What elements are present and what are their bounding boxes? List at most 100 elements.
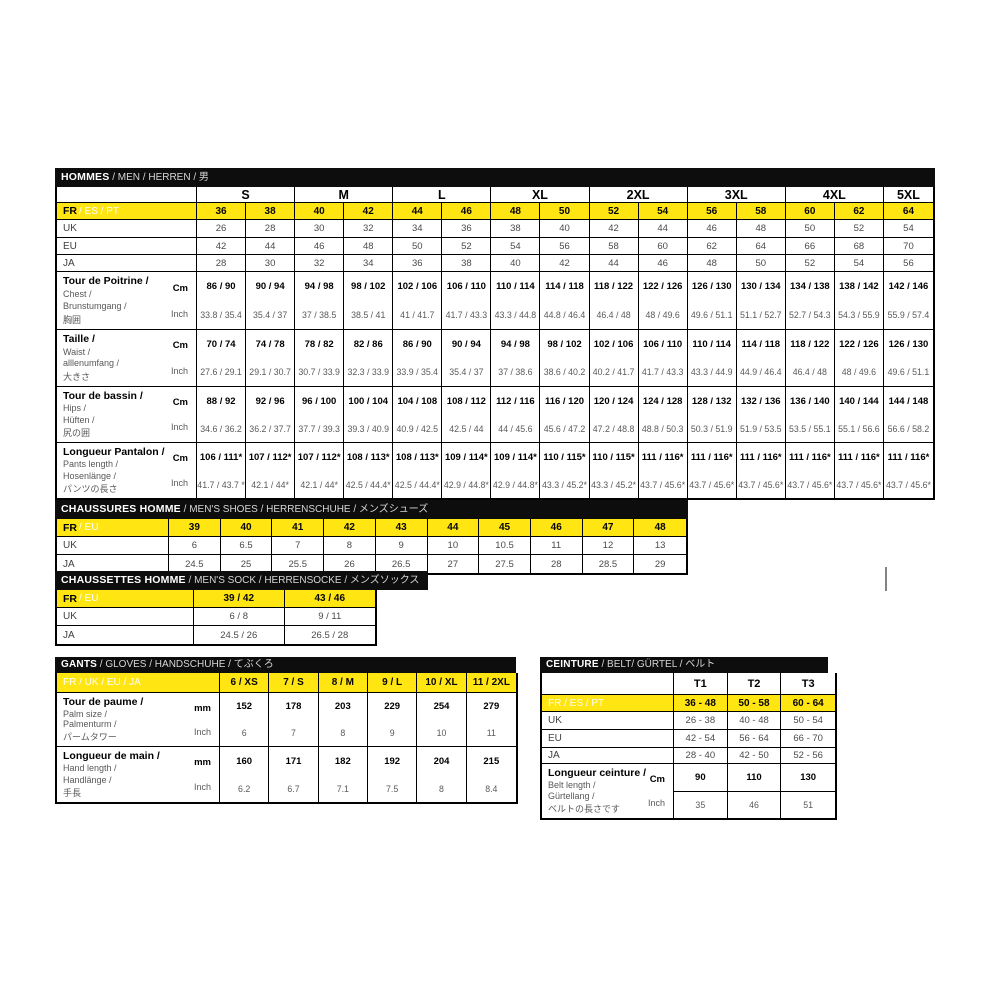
table-cell: 24.5 <box>169 555 221 573</box>
table-cell: 60 - 64 <box>781 695 835 711</box>
table-cell: 120 / 124 47.2 / 48.8 <box>590 387 639 442</box>
gloves-table-title: GANTS / GLOVES / HANDSCHUHE / てぶくろ <box>55 657 516 673</box>
table-cell: 46 <box>688 220 737 237</box>
table-cell: 28 - 40 <box>674 748 728 763</box>
table-cell: 106 / 110 41.7 / 43.3 <box>442 272 492 329</box>
table-cell: 56 <box>687 203 737 219</box>
table-cell: 56 <box>903 257 914 269</box>
table-cell: 130 51 <box>781 764 835 818</box>
ja-shoe-row: JA 24.5 25 25.5 26 26.5 27 27.5 28 28.5 29 <box>57 555 686 573</box>
cm-unit-label: Cm <box>172 340 188 352</box>
socks-table-body: FR / EU 39 / 42 43 / 46 UK 6 / 8 9 / 11 JA… <box>55 590 377 646</box>
table-cell: 66 - 70 <box>793 733 823 744</box>
size-group-xl: XL <box>491 187 590 202</box>
fr-eu-label: FR / EU <box>57 519 169 536</box>
table-cell: 36 - 48 <box>674 695 728 711</box>
table-cell: 28 <box>531 555 583 573</box>
socks-table-title: CHAUSSETTES HOMME / MEN'S SOCK / HERRENS… <box>55 571 428 590</box>
table-cell: 86 / 90 33.9 / 35.4 <box>393 330 443 386</box>
size-group-m: M <box>295 187 394 202</box>
belt-size-header-row: T1 T2 T3 <box>542 673 835 695</box>
ja-belt-row: JA 28 - 40 42 - 50 52 - 56 <box>542 748 835 764</box>
table-cell: 54 <box>491 238 541 254</box>
table-cell: 52 <box>442 238 492 254</box>
table-cell: 171 6.7 <box>269 747 319 802</box>
title-text-bold: HOMMES <box>61 171 110 183</box>
table-cell: 42 <box>540 255 590 271</box>
table-cell: 134 / 138 52.7 / 54.3 <box>786 272 835 329</box>
table-cell: 215 8.4 <box>483 755 500 794</box>
table-cell: 41 <box>272 519 325 536</box>
ja-row-label: JA <box>542 748 674 763</box>
belt-size-t2: T2 <box>728 673 782 694</box>
table-cell: 50 <box>540 203 590 219</box>
table-cell: 112 / 116 44 / 45.6 <box>491 387 541 442</box>
table-cell: 54 <box>903 223 914 234</box>
table-cell: 9 / L <box>367 673 418 692</box>
table-cell: 60 <box>639 238 688 254</box>
waist-measure-row: Taille / Waist / alllenumfang / 大きさ Cm I… <box>57 330 933 387</box>
table-cell: 44 <box>590 255 639 271</box>
table-cell: 78 / 82 30.7 / 33.9 <box>295 330 345 386</box>
table-cell: 68 <box>835 238 884 254</box>
table-cell: 10.5 <box>479 537 531 554</box>
table-cell: 40 <box>540 220 590 237</box>
uk-row-label: UK <box>57 537 169 554</box>
palm-size-row: Tour de paume / Palm size / Palmenturm /… <box>57 693 516 747</box>
fr-uk-eu-ja-label: FR / UK / EU / JA <box>57 673 220 692</box>
fr-es-pt-label: FR / ES / PT <box>57 203 197 219</box>
size-group-3xl: 3XL <box>688 187 786 202</box>
table-cell: 279 11 <box>483 701 500 738</box>
table-cell: 90 / 94 35.4 / 37 <box>246 272 296 329</box>
table-cell: 6.5 <box>221 537 273 554</box>
inch-unit-label: Inch <box>193 726 211 737</box>
table-cell: 43 <box>375 519 428 536</box>
pants-length-row-label: Longueur Pantalon / Pants length / Hosen… <box>57 443 197 498</box>
table-cell: 130 / 134 51.1 / 52.7 <box>737 272 786 329</box>
table-cell: 32 <box>344 220 394 237</box>
table-cell: 94 / 98 37 / 38.5 <box>295 272 345 329</box>
table-cell: 39 <box>169 519 221 536</box>
table-cell: 36 <box>197 203 247 219</box>
inch-unit-label: Inch <box>193 782 211 792</box>
table-cell: 108 / 112 42.5 / 44 <box>442 387 492 442</box>
eu-row-label: EU <box>542 730 674 747</box>
table-cell: 111 / 116* 43.7 / 45.6* <box>737 443 786 498</box>
table-cell: 74 / 78 29.1 / 30.7 <box>246 330 296 386</box>
table-cell: 40 <box>220 519 273 536</box>
table-cell: 27.5 <box>479 555 531 573</box>
table-cell: 90 / 94 35.4 / 37 <box>442 330 492 386</box>
inch-unit-label: Inch <box>170 478 188 488</box>
table-cell: 11 / 2XL <box>466 673 516 692</box>
size-group-4xl: 4XL <box>786 187 884 202</box>
table-cell: 52 <box>589 203 639 219</box>
table-cell: 114 / 118 44.8 / 46.4 <box>540 272 590 329</box>
table-cell: 62 <box>688 238 737 254</box>
size-group-s: S <box>197 187 296 202</box>
table-cell: 26.5 / 28 <box>311 629 349 641</box>
table-cell: 9 <box>376 537 428 554</box>
table-cell: 54 <box>638 203 688 219</box>
uk-row-label: UK <box>57 608 194 625</box>
cm-unit-label: Cm <box>172 282 188 294</box>
uk-row-label: UK <box>542 712 674 729</box>
table-cell: 102 / 106 41 / 41.7 <box>393 272 443 329</box>
table-cell: 54 <box>835 255 884 271</box>
table-cell: 178 7 <box>269 693 319 746</box>
table-cell: 111 / 116* 43.7 / 45.6* <box>835 443 884 498</box>
table-cell: 46 <box>442 203 492 219</box>
table-cell: 28 <box>197 255 247 271</box>
table-cell: 102 / 106 40.2 / 41.7 <box>590 330 639 386</box>
inch-unit-label: Inch <box>170 422 188 432</box>
table-cell: 40 <box>491 255 541 271</box>
table-cell: 109 / 114* 42.9 / 44.8* <box>491 443 541 498</box>
ja-row-label: JA <box>57 626 194 644</box>
ja-row-label: JA <box>57 255 197 271</box>
table-cell: 62 <box>834 203 884 219</box>
uk-sock-row: UK 6 / 8 9 / 11 <box>57 608 375 626</box>
table-cell: 50 <box>786 220 835 237</box>
table-cell: 25 <box>221 555 273 573</box>
table-cell: 48 <box>634 519 686 536</box>
fr-es-pt-size-row: FR / ES / PT 36 38 40 42 44 46 48 50 52 54 56 58 60 6… <box>57 203 933 220</box>
